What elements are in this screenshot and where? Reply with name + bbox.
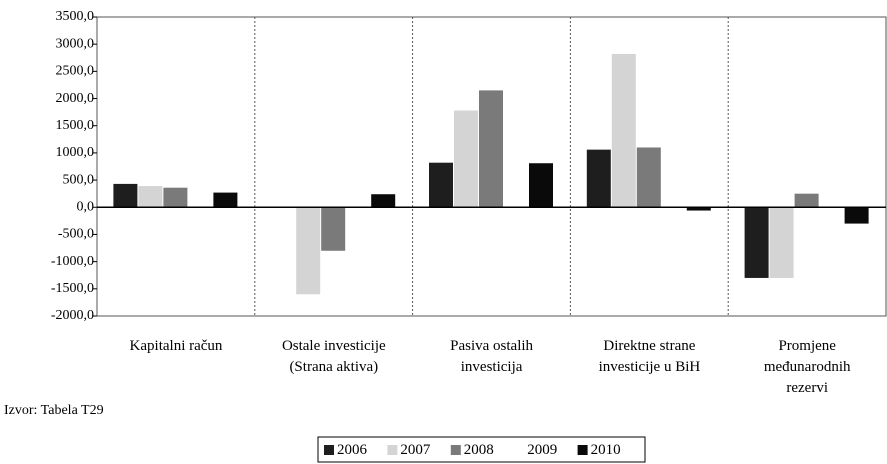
y-tick-label: -1500,0 xyxy=(51,281,94,296)
legend-swatch xyxy=(577,445,588,455)
y-tick-label: 3500,0 xyxy=(56,9,95,24)
legend-label: 2009 xyxy=(527,442,557,458)
bar xyxy=(586,149,611,208)
bar xyxy=(213,192,238,208)
bar xyxy=(138,186,163,208)
bar xyxy=(844,207,869,224)
legend-swatch xyxy=(387,445,398,455)
bar xyxy=(371,194,396,208)
bar xyxy=(769,207,794,278)
x-tick-label: Promjene međunarodnih rezervi xyxy=(763,338,851,396)
bar xyxy=(163,187,188,208)
legend-swatch xyxy=(514,445,525,455)
y-tick-label: -2000,0 xyxy=(51,308,94,323)
bar xyxy=(454,110,478,208)
x-tick-label: Ostale investicije (Strana aktiva) xyxy=(281,338,386,375)
y-tick-label: -1000,0 xyxy=(51,254,94,269)
legend-swatch xyxy=(324,445,334,455)
x-tick-label: Direktne strane investicije u BiH xyxy=(598,338,701,375)
bar xyxy=(611,53,636,208)
y-tick-label: 2500,0 xyxy=(56,64,95,79)
y-tick-label: 1500,0 xyxy=(56,118,95,133)
y-tick-label: 500,0 xyxy=(63,172,95,187)
x-tick-label: Pasiva ostalih investicija xyxy=(450,338,534,375)
y-tick-label: 2000,0 xyxy=(56,91,95,106)
bar xyxy=(686,207,711,211)
bar xyxy=(429,162,453,208)
legend-label: 2006 xyxy=(337,442,368,458)
bar xyxy=(636,147,661,208)
bar xyxy=(794,193,819,208)
x-tick-label: Kapitalni račun xyxy=(129,338,223,354)
legend-label: 2007 xyxy=(400,442,431,458)
bar xyxy=(744,207,769,278)
y-tick-label: 1000,0 xyxy=(56,145,95,160)
y-tick-label: -500,0 xyxy=(58,227,94,242)
legend-label: 2008 xyxy=(464,442,494,458)
legend-box xyxy=(317,436,646,463)
bar xyxy=(296,207,321,295)
source: Izvor: Tabela T29 xyxy=(4,403,104,418)
plot-border xyxy=(96,16,887,317)
bar xyxy=(479,90,503,208)
bar xyxy=(529,163,553,208)
bar xyxy=(113,183,138,208)
y-tick-label: 3000,0 xyxy=(56,36,95,51)
legend-swatch xyxy=(450,445,461,455)
y-tick-label: 0,0 xyxy=(77,199,95,214)
bar xyxy=(321,207,346,251)
legend-label: 2010 xyxy=(591,442,621,458)
